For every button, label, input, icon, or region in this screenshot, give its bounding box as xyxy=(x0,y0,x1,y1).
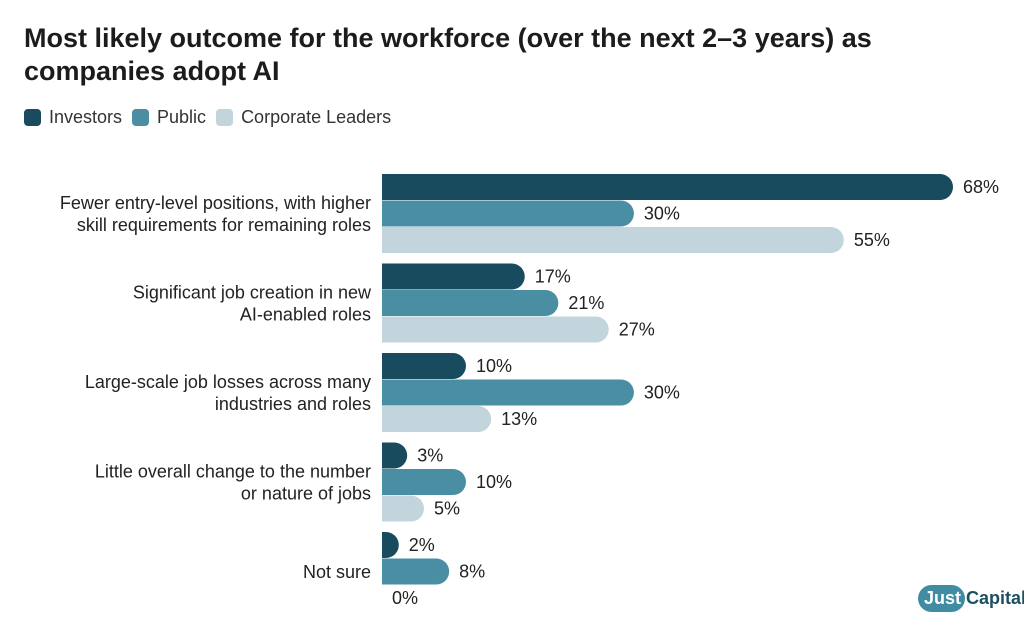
category-label-line: AI-enabled roles xyxy=(240,304,371,324)
data-label-public-2: 30% xyxy=(644,383,680,403)
data-label-corporate-leaders-1: 27% xyxy=(619,320,655,340)
bar-investors-0 xyxy=(382,174,953,200)
category-label-line: Little overall change to the number xyxy=(95,461,371,481)
legend-swatch-corporate-leaders xyxy=(216,109,234,126)
bar-investors-1 xyxy=(382,263,525,290)
data-label-corporate-leaders-0: 55% xyxy=(854,230,890,250)
bar-public-3 xyxy=(382,469,466,495)
bar-public-4 xyxy=(382,558,450,585)
category-label-1: Significant job creation in new AI-enable… xyxy=(133,282,372,324)
brand-logo-just: Just xyxy=(918,585,966,612)
data-label-public-3: 10% xyxy=(476,472,512,492)
legend-label-public: Public xyxy=(157,107,207,127)
category-label-line: Not sure xyxy=(303,562,371,582)
bar-public-2 xyxy=(382,379,634,406)
bar-corporate-leaders-3 xyxy=(382,495,424,522)
bar-corporate-leaders-1 xyxy=(382,316,609,343)
category-label-0: Fewer entry-level positions, with higher… xyxy=(60,193,371,235)
category-label-line: Significant job creation in new xyxy=(133,282,372,302)
legend-item-investors: Investors xyxy=(24,107,122,128)
legend-item-public: Public xyxy=(132,107,206,128)
bar-corporate-leaders-0 xyxy=(382,227,844,253)
category-label-line: Large-scale job losses across many xyxy=(85,372,371,392)
data-label-investors-3: 3% xyxy=(417,446,443,466)
bar-investors-2 xyxy=(382,353,466,379)
brand-logo: Just Capital xyxy=(918,585,1024,612)
bar-corporate-leaders-2 xyxy=(382,406,492,432)
legend-label-investors: Investors xyxy=(49,107,123,127)
data-label-corporate-leaders-4: 0% xyxy=(392,588,418,608)
category-label-3: Little overall change to the number or na… xyxy=(95,461,371,503)
category-label-line: Fewer entry-level positions, with higher xyxy=(60,193,371,213)
bar-investors-4 xyxy=(382,532,399,558)
category-label-line: skill requirements for remaining roles xyxy=(77,215,371,235)
data-label-public-0: 30% xyxy=(644,204,680,224)
bar-public-1 xyxy=(382,290,559,316)
legend-swatch-public xyxy=(132,109,150,126)
category-label-line: industries and roles xyxy=(215,394,371,414)
data-label-public-1: 21% xyxy=(568,293,604,313)
data-label-public-4: 8% xyxy=(459,562,485,582)
category-label-4: Not sure xyxy=(303,562,371,582)
data-label-investors-1: 17% xyxy=(535,267,571,287)
bar-investors-3 xyxy=(382,442,408,469)
brand-logo-capital: Capital xyxy=(966,588,1024,608)
legend-label-corporate-leaders: Corporate Leaders xyxy=(241,107,392,127)
legend-item-corporate-leaders: Corporate Leaders xyxy=(216,107,391,128)
legend: Investors Public Corporate Leaders xyxy=(24,107,401,128)
data-label-corporate-leaders-3: 5% xyxy=(434,499,460,519)
chart-title: Most likely outcome for the workforce (o… xyxy=(24,23,872,86)
bar-public-0 xyxy=(382,200,634,227)
data-label-investors-2: 10% xyxy=(476,356,512,376)
legend-swatch-investors xyxy=(24,109,41,126)
data-label-corporate-leaders-2: 13% xyxy=(501,409,537,429)
data-label-investors-0: 68% xyxy=(963,177,999,197)
data-label-investors-4: 2% xyxy=(409,535,435,555)
category-label-2: Large-scale job losses across many indust… xyxy=(85,372,371,414)
category-label-line: or nature of jobs xyxy=(241,483,371,503)
